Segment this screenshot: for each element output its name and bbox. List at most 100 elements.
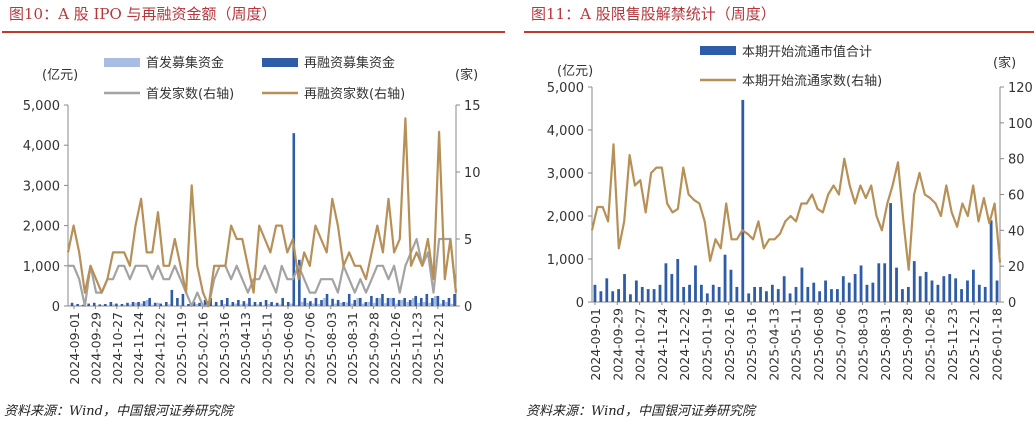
bar-refin-amount bbox=[419, 297, 423, 306]
legend-label-ipo-count: 首发家数(右轴) bbox=[146, 86, 234, 102]
bar-unlock-value bbox=[971, 269, 975, 302]
legend-label-refin-amount: 再融资募集资金 bbox=[304, 55, 395, 71]
right-y-tick-label: 5 bbox=[464, 233, 472, 248]
bar-refin-amount bbox=[453, 293, 456, 306]
x-tick-label: 2025-09-28 bbox=[900, 308, 915, 381]
bar-refin-amount bbox=[126, 302, 129, 306]
bar-refin-amount bbox=[303, 297, 307, 306]
bar-unlock-value bbox=[995, 280, 999, 302]
bar-unlock-value bbox=[954, 278, 958, 302]
x-tick-label: 2025-11-23 bbox=[945, 308, 960, 381]
x-tick-label: 2025-03-16 bbox=[744, 308, 759, 381]
legend-label-refin-count: 再融资家数(右轴) bbox=[304, 86, 405, 102]
bar-unlock-value bbox=[640, 286, 644, 302]
bar-ipo-amount bbox=[417, 302, 420, 306]
bar-ipo-amount bbox=[373, 302, 376, 306]
bar-refin-amount bbox=[359, 297, 362, 306]
bar-refin-amount bbox=[320, 299, 323, 306]
bar-unlock-value bbox=[960, 289, 963, 302]
right-chart-title: 图11：A 股限售股解禁统计（周度） bbox=[531, 5, 776, 23]
bar-refin-amount bbox=[336, 299, 340, 306]
bar-unlock-value bbox=[812, 282, 816, 302]
bar-refin-amount bbox=[87, 303, 90, 306]
bar-refin-amount bbox=[347, 293, 351, 306]
bar-refin-amount bbox=[231, 301, 235, 306]
bar-unlock-value bbox=[989, 220, 993, 302]
right-source-note: 资料来源：Wind，中国银河证券研究院 bbox=[526, 404, 755, 419]
bar-unlock-value bbox=[634, 280, 638, 302]
bar-ipo-amount bbox=[317, 303, 321, 306]
bar-unlock-value bbox=[599, 291, 603, 302]
bar-refin-amount bbox=[115, 303, 118, 306]
bar-refin-amount bbox=[403, 297, 406, 306]
bar-ipo-amount bbox=[345, 302, 348, 306]
x-tick-label: 2025-08-31 bbox=[878, 308, 893, 381]
bar-ipo-amount bbox=[167, 304, 171, 306]
x-tick-label: 2024-10-27 bbox=[110, 312, 125, 385]
bar-refin-amount bbox=[170, 289, 174, 306]
bar-unlock-value bbox=[776, 289, 780, 302]
bar-unlock-value bbox=[806, 286, 810, 302]
right-y-tick-label: 80 bbox=[1008, 153, 1025, 168]
left-y-tick-label: 2,000 bbox=[547, 210, 584, 225]
x-tick-label: 2025-05-11 bbox=[789, 308, 804, 381]
bar-refin-amount bbox=[198, 302, 201, 306]
bar-refin-amount bbox=[364, 301, 368, 306]
bar-unlock-value bbox=[824, 280, 827, 302]
bar-refin-amount bbox=[397, 299, 401, 306]
x-tick-label: 2025-11-23 bbox=[409, 312, 424, 385]
left-y-tick-label: 0 bbox=[576, 296, 584, 311]
x-tick-label: 2025-08-31 bbox=[345, 312, 360, 385]
legend-label-unlock-count: 本期开始流通家数(右轴) bbox=[742, 73, 882, 89]
bar-unlock-value bbox=[682, 286, 686, 302]
bar-refin-amount bbox=[314, 297, 318, 306]
right-y-tick-label: 20 bbox=[1008, 260, 1025, 275]
bar-refin-amount bbox=[92, 302, 96, 306]
left-title-rule bbox=[2, 31, 505, 33]
right-y-tick-label: 120 bbox=[1008, 81, 1033, 96]
bar-unlock-value bbox=[936, 284, 940, 302]
bar-unlock-value bbox=[735, 286, 739, 302]
bar-refin-amount bbox=[431, 297, 434, 306]
bar-ipo-amount bbox=[356, 297, 359, 306]
x-tick-label: 2024-10-27 bbox=[633, 308, 648, 381]
bar-unlock-value bbox=[948, 274, 952, 302]
bar-ipo-amount bbox=[300, 301, 304, 306]
bar-unlock-value bbox=[859, 265, 863, 302]
bar-unlock-value bbox=[883, 263, 887, 302]
bar-refin-amount bbox=[137, 301, 140, 306]
left-y-tick-label: 1,000 bbox=[547, 253, 584, 268]
x-tick-label: 2025-10-26 bbox=[388, 312, 403, 385]
bar-ipo-amount bbox=[90, 305, 93, 306]
x-tick-label: 2024-09-29 bbox=[88, 312, 103, 385]
x-tick-label: 2024-09-01 bbox=[67, 312, 82, 385]
left-y-tick-label: 5,000 bbox=[23, 99, 60, 114]
left-chart-title: 图10：A 股 IPO 与再融资金额（周度） bbox=[9, 5, 277, 23]
bar-ipo-amount bbox=[145, 299, 149, 306]
x-tick-label: 2024-11-24 bbox=[131, 312, 146, 385]
bar-unlock-value bbox=[623, 274, 626, 302]
bar-unlock-value bbox=[924, 271, 928, 302]
x-tick-label: 2025-06-08 bbox=[811, 308, 826, 381]
left-y-tick-label: 4,000 bbox=[547, 124, 584, 139]
bar-ipo-amount bbox=[217, 305, 221, 306]
bar-unlock-value bbox=[835, 289, 839, 302]
bar-refin-amount bbox=[98, 304, 102, 306]
bar-refin-amount bbox=[181, 293, 185, 306]
bar-ipo-amount bbox=[428, 302, 432, 306]
bar-unlock-value bbox=[753, 286, 757, 302]
bar-unlock-value bbox=[747, 293, 751, 302]
bar-refin-amount bbox=[248, 297, 251, 306]
bar-unlock-value bbox=[605, 278, 609, 302]
left-y-tick-label: 0 bbox=[52, 300, 60, 315]
left-axis-unit: (亿元) bbox=[557, 64, 593, 79]
bar-unlock-value bbox=[770, 284, 774, 302]
bar-refin-amount bbox=[442, 299, 445, 306]
left-y-tick-label: 1,000 bbox=[23, 260, 60, 275]
bar-unlock-value bbox=[765, 291, 768, 302]
bar-refin-amount bbox=[264, 299, 268, 306]
x-tick-label: 2025-07-06 bbox=[833, 308, 848, 381]
bar-unlock-value bbox=[729, 269, 733, 302]
bar-refin-amount bbox=[148, 297, 151, 306]
bar-ipo-amount bbox=[123, 304, 127, 306]
